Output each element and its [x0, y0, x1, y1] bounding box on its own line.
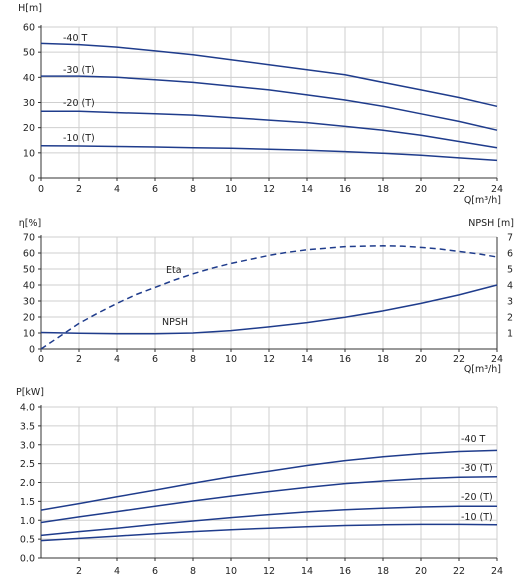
y-right-tick-label: 4: [507, 281, 513, 292]
y-tick-label: 30: [23, 297, 35, 308]
series-label: -30 (T): [63, 65, 95, 76]
series-line: [40, 476, 498, 524]
y-tick-label: 20: [23, 123, 35, 134]
series-label: Eta: [166, 265, 182, 276]
x-tick-label: 24: [491, 184, 503, 195]
y-tick-label: 3.5: [20, 421, 35, 432]
x-tick-label: 8: [190, 184, 196, 195]
y-tick-label: 50: [23, 265, 35, 276]
x-tick-label: 18: [377, 566, 389, 577]
y-tick-label: 10: [23, 329, 35, 340]
x-tick-label: 14: [301, 184, 313, 195]
y-tick-label: 2.5: [20, 459, 35, 470]
y-tick-label: 1.0: [20, 516, 35, 527]
x-tick-label: 0: [38, 354, 44, 365]
y-tick-label: 60: [23, 23, 35, 34]
y-right-tick-label: 3: [507, 297, 513, 308]
y-axis-title: P[kW]: [16, 387, 44, 398]
y-tick-label: 10: [23, 148, 35, 159]
x-tick-label: 10: [225, 184, 237, 195]
y-tick-label: 1.5: [20, 497, 35, 508]
x-tick-label: 8: [190, 566, 196, 577]
y-tick-label: 40: [23, 73, 35, 84]
y-right-tick-label: 6: [507, 249, 513, 260]
x-tick-label: 18: [377, 184, 389, 195]
x-tick-label: 20: [415, 354, 427, 365]
series-line: [41, 110, 498, 149]
series-label: -30 (T): [461, 463, 493, 474]
x-tick-label: 22: [453, 184, 465, 195]
series-line: [41, 75, 498, 131]
y-tick-label: 60: [23, 249, 35, 260]
x-tick-label: 2: [76, 184, 82, 195]
x-tick-label: 4: [114, 354, 120, 365]
x-tick-label: 6: [152, 566, 158, 577]
x-tick-label: 6: [152, 184, 158, 195]
y-tick-label: 20: [23, 313, 35, 324]
x-tick-label: 8: [190, 354, 196, 365]
series-label: -40 T: [63, 33, 88, 44]
x-tick-label: 12: [263, 354, 275, 365]
x-tick-label: 12: [263, 566, 275, 577]
series-label: -10 (T): [461, 512, 493, 523]
y-tick-label: 40: [23, 281, 35, 292]
chart-panel-3: 0.00.51.01.52.02.53.03.54.02 4 6 8 10 12 14 16 1…: [16, 387, 503, 577]
series-line: [40, 42, 498, 108]
x-tick-label: 12: [263, 184, 275, 195]
x-tick-label: 2: [76, 354, 82, 365]
y-axis-title: η[%]: [19, 218, 41, 229]
y-right-tick-label: 1: [507, 329, 513, 340]
x-tick-label: 14: [301, 354, 313, 365]
series-line: [40, 523, 498, 542]
y-right-tick-label: 7: [507, 233, 513, 244]
x-tick-label: 24: [491, 566, 503, 577]
x-tick-label: 24: [491, 354, 503, 365]
series-line: [40, 145, 498, 162]
series-label: -20 (T): [461, 492, 493, 503]
series-label: -10 (T): [63, 133, 95, 144]
y-right-axis-title: NPSH [m]: [468, 218, 514, 229]
series-label: -20 (T): [63, 98, 95, 109]
x-tick-label: 4: [114, 566, 120, 577]
y-tick-label: 4.0: [20, 403, 35, 414]
x-tick-label: 18: [377, 354, 389, 365]
y-right-tick-label: 5: [507, 265, 513, 276]
series-label: NPSH: [162, 317, 188, 328]
y-tick-label: 0: [29, 174, 35, 185]
y-tick-label: 50: [23, 48, 35, 59]
x-tick-label: 16: [339, 354, 351, 365]
x-tick-label: 6: [152, 354, 158, 365]
y-tick-label: 0.5: [20, 535, 35, 546]
x-tick-label: 14: [301, 566, 313, 577]
y-tick-label: 3.0: [20, 440, 35, 451]
x-tick-label: 10: [225, 566, 237, 577]
x-tick-label: 22: [453, 566, 465, 577]
y-tick-label: 0: [29, 345, 35, 356]
x-tick-label: 16: [339, 184, 351, 195]
y-tick-label: 0.0: [20, 554, 35, 565]
x-tick-label: 4: [114, 184, 120, 195]
x-axis-title: Q[m³/h]: [464, 195, 501, 206]
x-tick-label: 10: [225, 354, 237, 365]
x-tick-label: 20: [415, 566, 427, 577]
series-line: [40, 284, 498, 335]
y-tick-label: 70: [23, 233, 35, 244]
x-tick-label: 20: [415, 184, 427, 195]
series-line: [40, 505, 497, 537]
x-axis-title: Q[m³/h]: [464, 364, 501, 375]
y-right-tick-label: 2: [507, 313, 513, 324]
series-label: -40 T: [461, 434, 486, 445]
y-tick-label: 2.0: [20, 478, 35, 489]
x-tick-label: 22: [453, 354, 465, 365]
y-axis-title: H[m]: [18, 3, 42, 14]
x-tick-label: 0: [38, 184, 44, 195]
series-line: [40, 245, 498, 350]
x-tick-label: 16: [339, 566, 351, 577]
series-line: [40, 449, 498, 511]
y-tick-label: 30: [23, 98, 35, 109]
x-tick-label: 2: [76, 566, 82, 577]
